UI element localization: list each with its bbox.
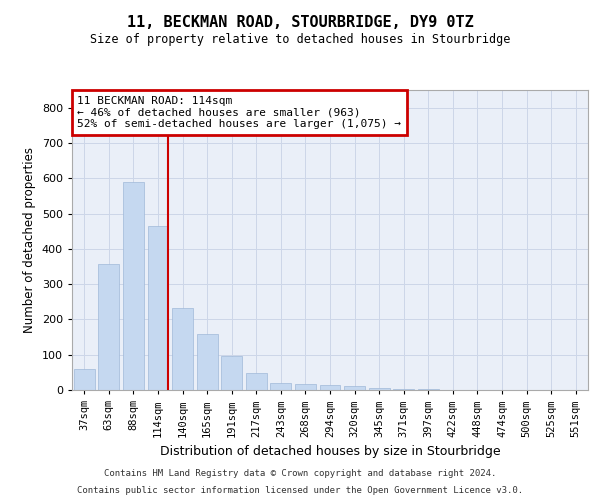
Bar	[172, 308, 193, 390]
Text: Contains public sector information licensed under the Open Government Licence v3: Contains public sector information licen…	[77, 486, 523, 495]
Bar	[320, 384, 340, 390]
Y-axis label: Number of detached properties: Number of detached properties	[23, 147, 36, 333]
Bar	[221, 356, 242, 390]
Text: Contains HM Land Registry data © Crown copyright and database right 2024.: Contains HM Land Registry data © Crown c…	[104, 468, 496, 477]
Bar	[123, 182, 144, 390]
Text: 11 BECKMAN ROAD: 114sqm
← 46% of detached houses are smaller (963)
52% of semi-d: 11 BECKMAN ROAD: 114sqm ← 46% of detache…	[77, 96, 401, 129]
Bar	[295, 384, 316, 390]
Bar	[344, 386, 365, 390]
Bar	[148, 226, 169, 390]
Bar	[393, 388, 414, 390]
Text: Size of property relative to detached houses in Stourbridge: Size of property relative to detached ho…	[90, 32, 510, 46]
Bar	[271, 383, 292, 390]
Text: 11, BECKMAN ROAD, STOURBRIDGE, DY9 0TZ: 11, BECKMAN ROAD, STOURBRIDGE, DY9 0TZ	[127, 15, 473, 30]
Bar	[98, 264, 119, 390]
Bar	[74, 369, 95, 390]
X-axis label: Distribution of detached houses by size in Stourbridge: Distribution of detached houses by size …	[160, 445, 500, 458]
Bar	[368, 388, 389, 390]
Bar	[197, 334, 218, 390]
Bar	[246, 373, 267, 390]
